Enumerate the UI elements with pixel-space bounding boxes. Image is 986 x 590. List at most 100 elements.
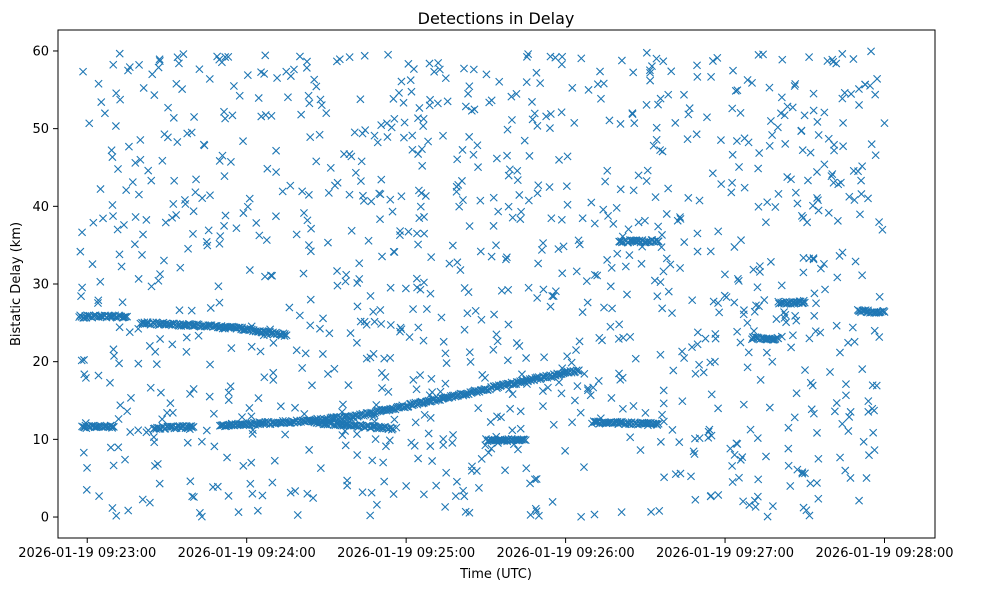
detection-point <box>142 215 151 224</box>
detection-point <box>642 100 651 109</box>
detection-point <box>858 365 867 374</box>
detection-point <box>402 482 411 490</box>
detection-point <box>268 271 277 280</box>
detection-point <box>606 322 615 331</box>
detection-point <box>368 456 377 465</box>
detection-point <box>577 512 586 521</box>
detection-point <box>332 57 341 66</box>
detection-point <box>188 229 197 238</box>
detection-point <box>303 489 312 498</box>
detection-point <box>533 121 542 130</box>
detection-point <box>386 195 395 204</box>
detection-point <box>618 404 627 413</box>
detection-point <box>380 477 389 486</box>
detection-point <box>756 375 765 384</box>
detection-point <box>751 502 760 511</box>
detection-point <box>441 74 450 83</box>
detection-point <box>397 325 406 334</box>
detection-point <box>209 409 218 418</box>
detection-point <box>390 114 399 123</box>
detection-point <box>868 404 877 413</box>
detection-point <box>330 364 339 373</box>
detection-point <box>469 65 478 74</box>
detection-point <box>109 212 118 221</box>
detection-point <box>359 196 368 205</box>
detection-point <box>690 434 699 443</box>
detection-point <box>408 145 417 154</box>
detection-point <box>577 54 586 63</box>
detection-point <box>183 438 192 447</box>
detection-point <box>693 328 702 337</box>
detection-point <box>849 55 858 64</box>
detection-point <box>688 296 697 305</box>
detection-point <box>578 308 587 317</box>
detection-point <box>664 287 673 296</box>
detection-point <box>378 252 387 261</box>
detection-point <box>182 347 191 356</box>
detection-point <box>658 147 667 156</box>
detection-point <box>781 310 790 319</box>
detection-point <box>706 492 715 501</box>
detection-point <box>484 448 493 457</box>
detection-point <box>693 229 702 238</box>
detection-point <box>184 244 193 253</box>
detection-point <box>453 258 462 267</box>
detection-point <box>416 202 425 211</box>
detection-point <box>473 141 482 150</box>
detection-point <box>305 99 314 108</box>
detection-point <box>119 220 128 229</box>
detection-point <box>730 298 739 307</box>
detection-point <box>515 190 524 199</box>
detection-point <box>720 270 729 279</box>
detection-point <box>732 137 741 146</box>
detection-point <box>353 302 362 311</box>
detection-point <box>333 267 342 276</box>
detection-point <box>179 321 188 330</box>
detection-point <box>131 213 140 221</box>
detection-point <box>445 259 454 268</box>
detection-point <box>524 50 533 59</box>
detection-point <box>451 492 460 501</box>
detection-point <box>112 89 121 98</box>
detection-point <box>121 455 130 464</box>
detection-point <box>753 283 762 292</box>
detection-point <box>657 243 666 252</box>
detection-point <box>783 102 792 111</box>
detection-point <box>396 227 405 236</box>
detection-point <box>656 350 665 359</box>
detection-point <box>563 200 572 209</box>
detection-point <box>629 68 638 77</box>
detection-point <box>836 178 845 187</box>
detection-point <box>692 130 701 139</box>
detection-point <box>384 50 393 59</box>
detection-point <box>609 219 618 228</box>
detection-point <box>291 403 300 412</box>
detection-point <box>306 321 315 330</box>
detection-point <box>772 315 781 324</box>
detection-point <box>875 333 884 342</box>
detection-point <box>835 251 844 260</box>
detection-point <box>235 91 244 100</box>
detection-point <box>466 357 475 366</box>
detection-point <box>616 119 625 128</box>
detection-point <box>754 475 763 484</box>
detection-point <box>855 100 864 109</box>
detection-point <box>875 292 884 301</box>
detection-point <box>461 507 470 516</box>
detection-point <box>300 409 309 418</box>
detection-point <box>615 320 624 329</box>
detection-point <box>169 113 178 122</box>
detection-point <box>540 353 549 362</box>
detection-point <box>678 397 687 406</box>
detection-point <box>341 441 350 450</box>
detection-point <box>501 466 510 475</box>
detection-point <box>730 242 739 251</box>
detection-point <box>386 423 395 432</box>
detection-point <box>806 479 815 488</box>
detection-point <box>159 256 168 265</box>
detection-point <box>838 419 847 428</box>
detection-point <box>676 469 685 478</box>
detection-point <box>439 435 448 443</box>
detection-point <box>693 340 702 349</box>
detection-point <box>651 193 660 202</box>
